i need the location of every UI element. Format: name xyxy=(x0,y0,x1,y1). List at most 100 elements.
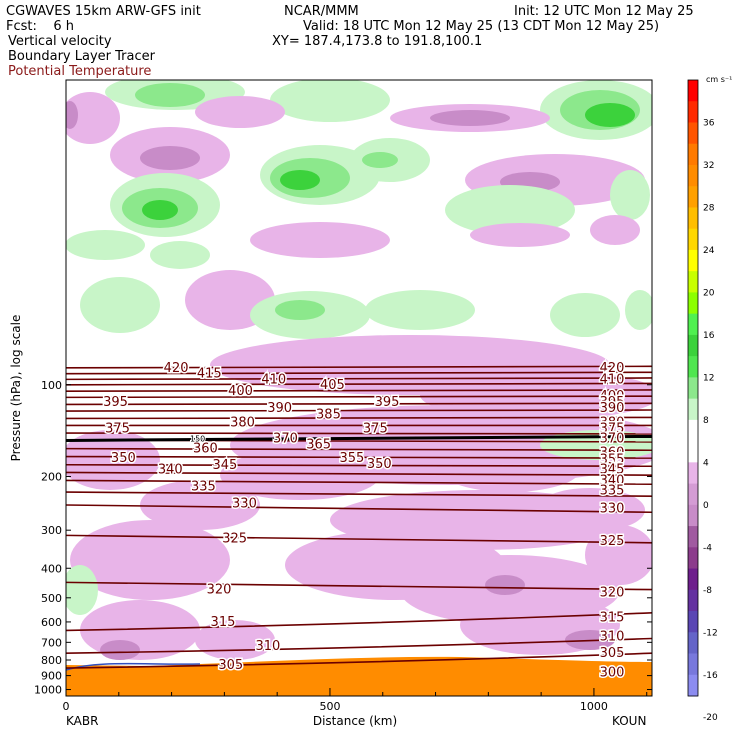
theta-line-395 xyxy=(66,395,652,399)
colorbar-cell-17 xyxy=(688,441,698,463)
x-tick-label-1000: 1000 xyxy=(580,700,608,713)
vertical-velocity-shading xyxy=(66,80,652,660)
theta-label-25: 310 xyxy=(255,639,280,654)
y-tick-label-800: 800 xyxy=(41,654,62,667)
theta-line-345 xyxy=(66,471,652,476)
boundary-layer-tracer-fill xyxy=(66,656,652,696)
y-tick-label-400: 400 xyxy=(41,562,62,575)
theta-label-6: 395 xyxy=(375,395,400,410)
theta-line-405 xyxy=(66,382,652,386)
y-tick-label-700: 700 xyxy=(41,636,62,649)
w-blob-28 xyxy=(590,215,640,245)
colorbar-cell-8 xyxy=(688,249,698,272)
colorbar-cell-3 xyxy=(688,143,698,166)
theta-line-330 xyxy=(66,504,652,514)
theta-line-420 xyxy=(66,365,652,369)
w-blob-15 xyxy=(280,170,320,190)
y-axis-label: Pressure (hPa), log scale xyxy=(9,315,23,462)
theta-label-right-18: 305 xyxy=(600,646,625,661)
colorbar-label-7: 8 xyxy=(703,416,709,426)
colorbar-label-10: -4 xyxy=(703,543,712,553)
colorbar-cell-0 xyxy=(688,80,698,102)
valid-time: Valid: 18 UTC Mon 12 May 25 (13 CDT Mon … xyxy=(303,19,660,34)
theta-label-23: 320 xyxy=(207,583,232,598)
x-start-station: KABR xyxy=(66,714,98,728)
theta-label-21: 330 xyxy=(232,496,257,511)
forecast-hour: Fcst: 6 h xyxy=(6,19,75,34)
y-tick-label-600: 600 xyxy=(41,616,62,629)
colorbar-cell-27 xyxy=(688,653,698,676)
x-tick-label-500: 500 xyxy=(319,700,340,713)
theta-line-415 xyxy=(66,371,652,375)
w-blob-51 xyxy=(485,575,525,595)
y-tick-label-200: 200 xyxy=(41,471,62,484)
y-tick-label-300: 300 xyxy=(41,524,62,537)
colorbar-label-14: -20 xyxy=(703,713,718,723)
theta-label-22: 325 xyxy=(222,532,247,547)
theta-label-7: 390 xyxy=(267,401,292,416)
colorbar-cell-6 xyxy=(688,207,698,230)
theta-label-19: 340 xyxy=(158,463,183,478)
colorbar-cell-14 xyxy=(688,377,698,400)
theta-label-right-4: 390 xyxy=(600,401,625,416)
w-blob-35 xyxy=(550,293,620,337)
theta-label-right-7: 370 xyxy=(600,431,625,446)
model-title: CGWAVES 15km ARW-GFS init xyxy=(6,4,201,19)
colorbar-label-4: 20 xyxy=(703,288,715,298)
colorbar-cell-20 xyxy=(688,504,698,527)
w-blob-31 xyxy=(80,277,160,333)
colorbar-cell-13 xyxy=(688,356,698,378)
theta-label-18: 345 xyxy=(213,458,238,473)
colorbar-cell-22 xyxy=(688,547,698,570)
theta-line-390 xyxy=(66,402,652,406)
theta-label-right-2: 400 xyxy=(600,389,625,404)
theta-label-13: 365 xyxy=(306,437,331,452)
colorbar-cell-15 xyxy=(688,398,698,421)
theta-line-360 xyxy=(66,447,652,452)
theta-label-15: 355 xyxy=(339,451,364,466)
colorbar-cell-24 xyxy=(688,589,698,612)
w-blob-52 xyxy=(66,565,98,615)
theta-line-355 xyxy=(66,455,652,459)
theta-line-370 xyxy=(66,432,652,435)
w-blob-8 xyxy=(195,96,285,128)
theta-line-400 xyxy=(66,389,652,393)
theta-label-8: 385 xyxy=(316,407,341,422)
colorbar-cell-18 xyxy=(688,462,698,485)
theta-line-350 xyxy=(66,463,652,467)
theta-label-right-8: 360 xyxy=(600,446,625,461)
w-blob-20 xyxy=(362,152,398,168)
theta-line-380 xyxy=(66,416,652,420)
colorbar-cell-23 xyxy=(688,568,698,591)
init-time: Init: 12 UTC Mon 12 May 25 xyxy=(514,4,694,19)
colorbar-cell-7 xyxy=(688,228,698,251)
colorbar-unit: cm s⁻¹ xyxy=(706,75,732,84)
x-end-station: KOUN xyxy=(612,714,646,728)
colorbar-label-8: 4 xyxy=(703,458,709,468)
colorbar-label-5: 16 xyxy=(703,331,715,341)
w-blob-26 xyxy=(250,222,390,258)
y-tick-label-500: 500 xyxy=(41,592,62,605)
colorbar-label-9: 0 xyxy=(703,501,709,511)
colorbar: 36 32 28 24 20 16 12 8 4 0 -4 -8 -12 -16 -20 xyxy=(687,79,718,723)
theta-label-right-12: 335 xyxy=(600,483,625,498)
theta-label-right-9: 355 xyxy=(600,453,625,468)
theta-label-5: 395 xyxy=(103,395,128,410)
tracer-level-label: 150 xyxy=(190,434,205,443)
theta-contours xyxy=(66,365,652,669)
theta-label-right-15: 320 xyxy=(600,585,625,600)
theta-label-4: 400 xyxy=(228,384,253,399)
theta-label-right-16: 315 xyxy=(600,610,625,625)
w-blob-25 xyxy=(66,230,145,260)
colorbar-label-13: -16 xyxy=(703,671,718,681)
theta-label-1: 415 xyxy=(197,367,222,382)
w-blob-27 xyxy=(470,223,570,247)
theta-line-325 xyxy=(66,534,652,544)
theta-label-right-3: 395 xyxy=(600,395,625,410)
theta-line-305 xyxy=(66,652,652,669)
w-blob-23 xyxy=(610,170,650,220)
colorbar-cell-11 xyxy=(688,313,698,336)
theta-line-315 xyxy=(66,611,652,632)
w-blob-41 xyxy=(220,450,380,500)
